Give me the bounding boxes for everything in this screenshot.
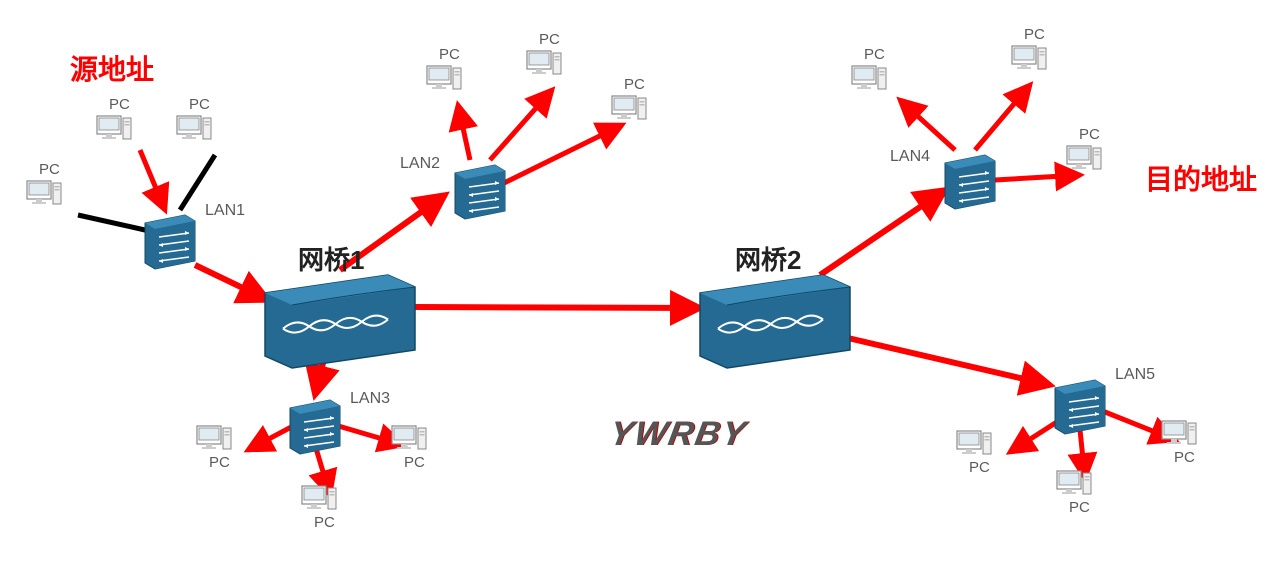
lan3-switch-icon xyxy=(290,400,340,454)
pc-label: PC xyxy=(189,96,210,113)
lan3-label: LAN3 xyxy=(350,390,390,408)
link-arrow xyxy=(995,175,1080,180)
pc-label: PC xyxy=(439,46,460,63)
link-arrow xyxy=(195,265,268,300)
dest-address-label: 目的地址 xyxy=(1145,158,1257,198)
lan5-switch-icon xyxy=(1055,380,1105,434)
link-arrow xyxy=(820,190,945,275)
lan1-switch-icon xyxy=(145,215,195,269)
bridge1-icon xyxy=(265,275,415,368)
watermark: YWRBY xyxy=(607,415,750,454)
link-arrow xyxy=(248,425,295,450)
link-arrow xyxy=(975,85,1030,150)
link-arrow xyxy=(1010,420,1060,452)
bridge1-label: 网桥1 xyxy=(298,240,364,277)
pc-label: PC xyxy=(539,31,560,48)
pc_l5_c-icon xyxy=(1162,421,1196,444)
lan1-label: LAN1 xyxy=(205,202,245,220)
pc_l5_b-icon xyxy=(1057,471,1091,494)
pc-label: PC xyxy=(1174,449,1195,466)
pc-label: PC xyxy=(404,454,425,471)
pc-label: PC xyxy=(969,459,990,476)
link-arrow xyxy=(140,150,165,210)
pc_l3_b-icon xyxy=(302,486,336,509)
lan5-label: LAN5 xyxy=(1115,366,1155,384)
link-arrow xyxy=(315,355,325,395)
pc-label: PC xyxy=(1024,26,1045,43)
link-arrow xyxy=(415,307,700,308)
pc-label: PC xyxy=(39,161,60,178)
link-arrow xyxy=(1080,430,1085,478)
link-arrow xyxy=(490,90,552,160)
pc_l2_c-icon xyxy=(612,96,646,119)
pc-label: PC xyxy=(624,76,645,93)
pc-label: PC xyxy=(314,514,335,531)
link-arrow xyxy=(458,105,470,160)
lan4-label: LAN4 xyxy=(890,148,930,166)
bridge2-label: 网桥2 xyxy=(735,240,801,277)
pc_l2_b-icon xyxy=(527,51,561,74)
pc_l3_a-icon xyxy=(197,426,231,449)
pc_l3_c-icon xyxy=(392,426,426,449)
pc-label: PC xyxy=(209,454,230,471)
lan2-label: LAN2 xyxy=(400,155,440,173)
pc-label: PC xyxy=(864,46,885,63)
lan2-switch-icon xyxy=(455,165,505,219)
pc_l5_a-icon xyxy=(957,431,991,454)
pc-label: PC xyxy=(1069,499,1090,516)
source-address-label: 源地址 xyxy=(70,48,154,88)
link-arrow xyxy=(315,445,330,495)
pc-label: PC xyxy=(1079,126,1100,143)
link-arrow xyxy=(335,425,403,445)
lan4-switch-icon xyxy=(945,155,995,209)
pc_l2_a-icon xyxy=(427,66,461,89)
bridge2-icon xyxy=(700,275,850,368)
link-arrow xyxy=(900,100,955,150)
pc_l1_b-icon xyxy=(177,116,211,139)
link-arrow xyxy=(1100,410,1175,440)
pc_l1_a-icon xyxy=(97,116,131,139)
pc_l4_c-icon xyxy=(1067,146,1101,169)
pc_l1_c-icon xyxy=(27,181,61,204)
pc_l4_b-icon xyxy=(1012,46,1046,69)
link-arrow xyxy=(500,125,622,185)
pc_l4_a-icon xyxy=(852,66,886,89)
link-arrow xyxy=(78,215,145,230)
pc-label: PC xyxy=(109,96,130,113)
link-arrow xyxy=(835,335,1050,385)
